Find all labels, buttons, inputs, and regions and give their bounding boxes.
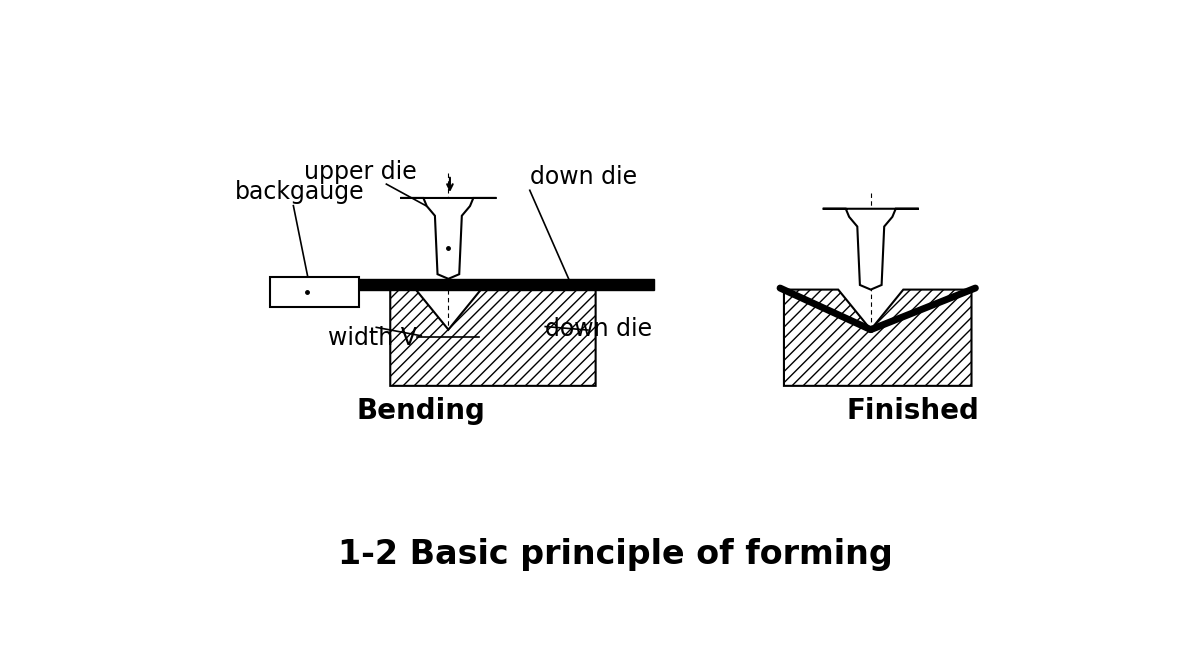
Polygon shape	[329, 279, 654, 290]
Text: upper die: upper die	[305, 160, 418, 184]
Polygon shape	[823, 208, 919, 290]
Text: 1-2 Basic principle of forming: 1-2 Basic principle of forming	[337, 538, 893, 571]
Polygon shape	[401, 198, 497, 279]
Text: Finished: Finished	[847, 397, 980, 426]
Text: down die: down die	[529, 165, 637, 189]
Polygon shape	[784, 290, 972, 386]
Polygon shape	[390, 290, 595, 386]
Text: down die: down die	[545, 317, 653, 341]
Text: backgauge: backgauge	[235, 180, 365, 204]
Polygon shape	[270, 277, 359, 307]
Text: width V: width V	[329, 326, 418, 350]
Text: Bending: Bending	[356, 397, 486, 426]
